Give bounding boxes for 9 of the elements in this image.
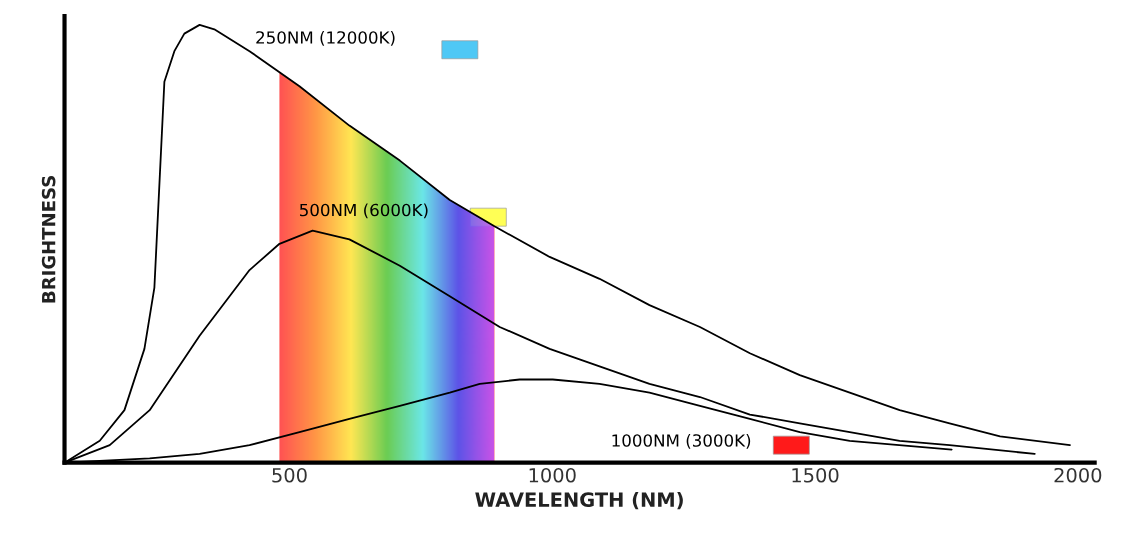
series-label: 250NM (12000K) (256, 30, 395, 46)
y-axis-title: BRIGHTNESS (41, 176, 56, 303)
series-label: 1000NM (3000K) (612, 433, 751, 449)
series-label: 500NM (6000K) (299, 203, 428, 219)
x-axis-title: WAVELENGTH (NM) (475, 491, 683, 510)
x-tick-label: 500 (272, 467, 307, 483)
x-tick-label: 1000 (529, 467, 576, 483)
x-tick-label: 1500 (792, 467, 839, 483)
x-tick-label: 2000 (1054, 467, 1102, 483)
